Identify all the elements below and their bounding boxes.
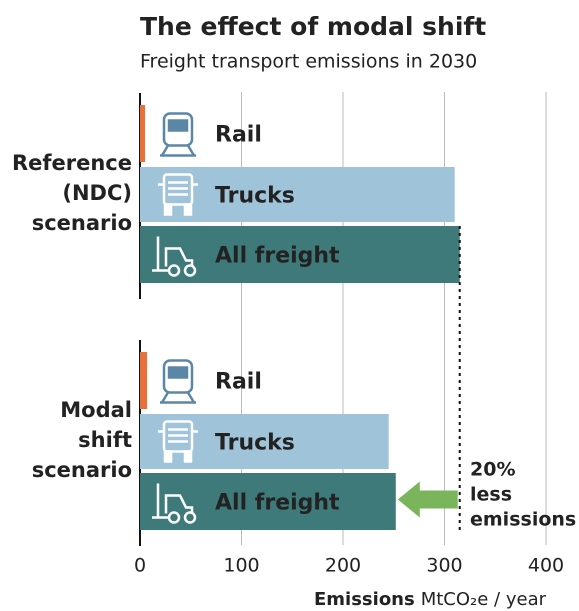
icon-part <box>163 450 173 463</box>
x-tick-label: 400 <box>528 555 564 577</box>
annotation-text: emissions <box>470 509 576 531</box>
icon <box>158 173 198 216</box>
category-label: shift <box>78 428 132 452</box>
annotation-text: less <box>470 484 512 506</box>
chart-title: The effect of modal shift <box>140 12 486 41</box>
bar-label: Rail <box>215 123 262 148</box>
icon-part <box>183 264 197 277</box>
x-tick-label: 300 <box>426 555 462 577</box>
icon <box>158 420 198 463</box>
bar-label: Rail <box>215 370 262 395</box>
icon-part <box>167 264 181 277</box>
category-label: (NDC) <box>62 181 132 205</box>
icon-part <box>163 203 173 216</box>
x-axis-label: Emissions MtCO₂e / year <box>314 589 547 610</box>
icon <box>160 359 196 404</box>
category-label: Modal <box>60 398 132 422</box>
x-axis-unit: MtCO₂e / year <box>421 589 547 610</box>
icon-part <box>160 144 196 157</box>
icon-part <box>152 236 194 272</box>
bar-label: Trucks <box>215 184 295 209</box>
x-axis-title: Emissions <box>314 589 415 610</box>
bar <box>140 105 146 162</box>
chart-subtitle: Freight transport emissions in 2030 <box>140 51 477 73</box>
icon-part <box>162 420 194 453</box>
icon-part <box>152 483 194 519</box>
icon-part <box>183 203 193 216</box>
icon-part <box>162 112 194 147</box>
icon-part <box>158 181 198 196</box>
icon <box>152 236 197 277</box>
bar-label: All freight <box>215 491 340 516</box>
annotation-text: 20% <box>470 459 515 481</box>
category-label: Reference <box>12 151 132 175</box>
icon-part <box>162 359 194 394</box>
x-tick-label: 100 <box>223 555 259 577</box>
icon-part <box>160 391 196 404</box>
icon <box>160 112 196 157</box>
annotation-arrow <box>397 481 458 518</box>
icon-part <box>183 511 197 524</box>
bar-label: All freight <box>215 244 340 269</box>
icon-part <box>162 173 194 206</box>
icon-part <box>158 428 198 443</box>
bar-label: Trucks <box>215 431 295 456</box>
icon-part <box>167 511 181 524</box>
x-tick-label: 200 <box>325 555 361 577</box>
category-label: scenario <box>32 458 132 482</box>
x-tick-label: 0 <box>134 555 146 577</box>
category-label: scenario <box>32 211 132 235</box>
bar <box>140 352 148 409</box>
icon-part <box>167 119 189 132</box>
icon-part <box>167 366 189 379</box>
icon-part <box>183 450 193 463</box>
icon <box>152 483 197 524</box>
